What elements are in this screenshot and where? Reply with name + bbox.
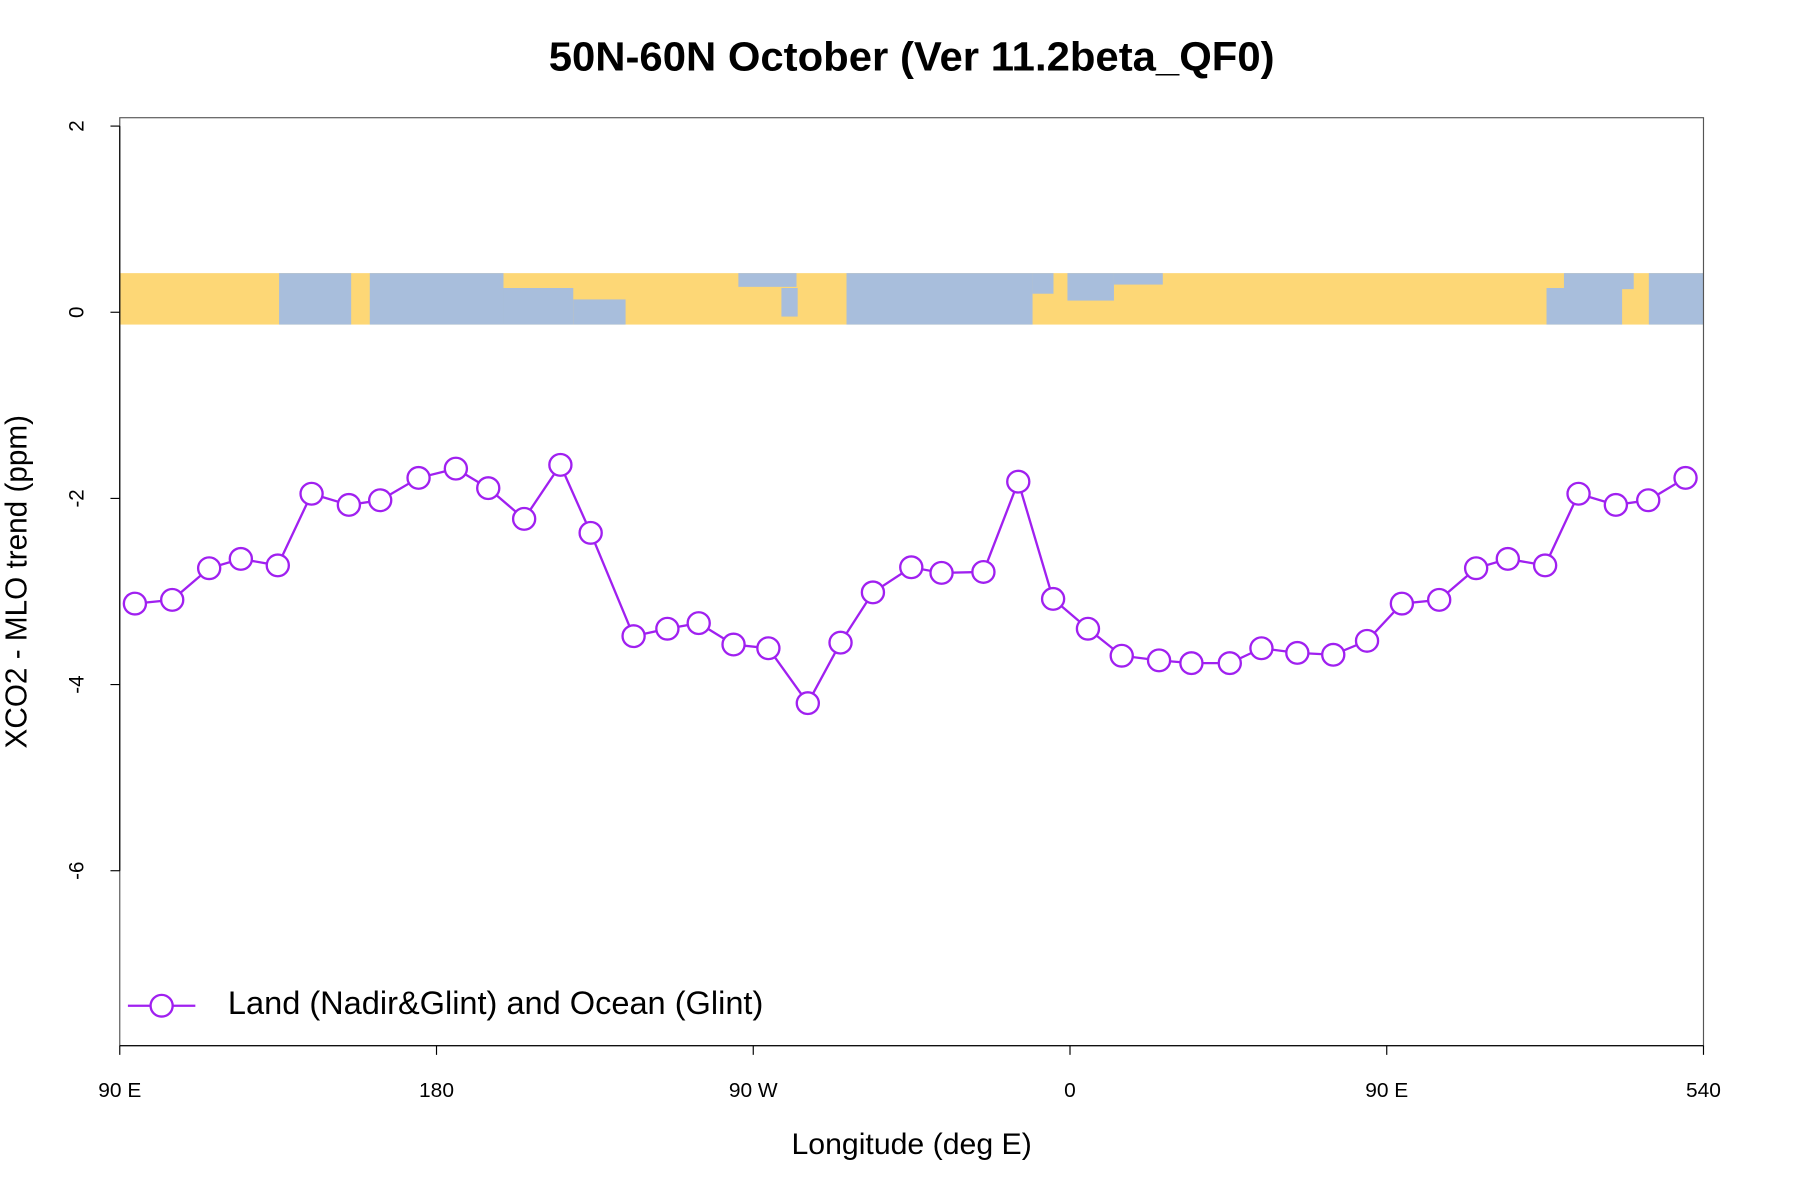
data-point	[578, 520, 603, 545]
data-point	[1217, 651, 1242, 676]
data-point	[621, 624, 646, 649]
data-point	[860, 580, 886, 605]
data-point	[406, 465, 431, 490]
data-point	[1463, 556, 1489, 581]
data-point	[1006, 469, 1031, 494]
data-point	[476, 476, 501, 501]
data-point	[1179, 651, 1204, 676]
data-point	[1321, 642, 1346, 667]
x-tick-label: 540	[1686, 1079, 1721, 1102]
x-tick-label: 90 E	[1365, 1079, 1408, 1102]
data-point	[1109, 643, 1134, 668]
data-point	[1636, 488, 1661, 513]
legend-label: Land (Nadir&Glint) and Ocean (Glint)	[228, 985, 763, 1021]
data-point	[1532, 553, 1558, 578]
map-band	[119, 273, 1704, 325]
data-point	[1146, 648, 1172, 673]
data-point	[196, 556, 222, 581]
data-point	[971, 559, 996, 584]
data-point	[721, 632, 746, 657]
data-point	[1285, 640, 1310, 665]
data-point	[899, 555, 924, 580]
x-tick-label: 90 E	[98, 1079, 141, 1102]
y-axis-label: XCO2 - MLO trend (ppm)	[0, 415, 33, 748]
data-point	[795, 691, 821, 716]
data-point	[1603, 492, 1629, 517]
x-axis-label: Longitude (deg E)	[791, 1128, 1031, 1161]
data-point	[443, 456, 469, 481]
data-point	[1426, 587, 1452, 612]
chart-title: 50N-60N October (Ver 11.2beta_QF0)	[549, 33, 1275, 80]
y-tick-label: -4	[65, 675, 88, 693]
data-point	[228, 546, 254, 571]
y-tick-label: -6	[65, 862, 88, 880]
data-point	[299, 481, 324, 506]
y-tick-label: 2	[65, 120, 88, 131]
data-point	[548, 452, 573, 477]
x-tick-label: 90 W	[729, 1079, 778, 1102]
data-point	[1673, 465, 1698, 490]
data-point	[929, 560, 954, 585]
plot-frame	[119, 117, 1705, 1047]
legend-marker	[149, 993, 174, 1018]
data-point	[686, 611, 711, 636]
data-point	[828, 630, 853, 655]
data-point	[1566, 481, 1591, 506]
data-point	[1249, 636, 1274, 661]
data-line	[134, 462, 1687, 706]
data-point	[122, 591, 148, 616]
y-tick-label: -2	[65, 489, 88, 507]
data-point	[1495, 546, 1521, 571]
data-point	[756, 636, 781, 661]
data-point	[1389, 591, 1415, 616]
data-point	[655, 616, 680, 641]
data-point	[1040, 586, 1066, 611]
x-tick-label: 0	[1064, 1079, 1076, 1102]
data-point	[367, 488, 393, 513]
data-point	[265, 553, 290, 578]
data-point	[511, 506, 537, 531]
data-point	[1354, 628, 1380, 653]
data-point	[336, 492, 362, 517]
data-point	[1075, 616, 1101, 641]
x-tick-label: 180	[419, 1079, 454, 1102]
y-tick-label: 0	[65, 307, 88, 318]
data-point	[159, 587, 185, 612]
